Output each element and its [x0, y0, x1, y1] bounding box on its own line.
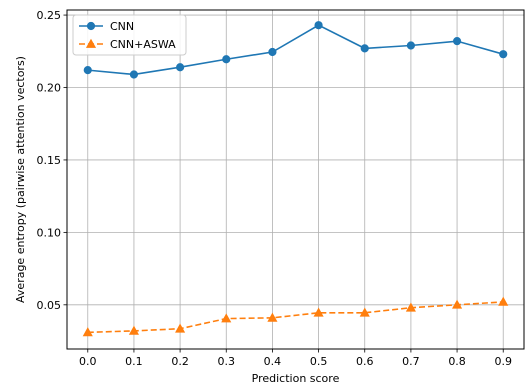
- data-point: [83, 66, 92, 75]
- legend-label-cnn: CNN: [110, 20, 134, 33]
- legend-label-cnn-aswa: CNN+ASWA: [110, 38, 176, 51]
- data-point: [406, 41, 416, 50]
- y-tick-label: 0.15: [37, 154, 62, 167]
- legend-marker-cnn: [86, 21, 96, 31]
- y-tick-label: 0.05: [37, 299, 62, 312]
- data-point: [175, 63, 185, 72]
- x-tick-label: 0.5: [310, 355, 328, 368]
- legend-entry-cnn-aswa: CNN+ASWA: [79, 38, 176, 51]
- y-axis-label: Average entropy (pairwise attention vect…: [14, 56, 27, 303]
- x-tick-label: 0.7: [402, 355, 420, 368]
- plot-frame: [66, 9, 525, 350]
- x-axis-label: Prediction score: [252, 372, 340, 385]
- data-point: [314, 21, 323, 30]
- x-tick-label: 0.6: [356, 355, 374, 368]
- data-point: [267, 312, 278, 322]
- legend-marker-shape: [85, 38, 97, 48]
- series-line: [87, 24, 504, 76]
- data-point: [268, 47, 277, 57]
- data-point: [498, 296, 509, 306]
- data-point: [82, 327, 93, 337]
- data-point: [128, 325, 139, 335]
- legend-box: [72, 14, 187, 56]
- x-tick-label: 0.2: [171, 355, 189, 368]
- legend: CNN CNN+ASWA: [72, 14, 187, 56]
- data-point: [452, 299, 463, 309]
- ticks: 0.0 0.1 0.2 0.3 0.4 0.5 0.6 0.7 0.8 0.9 0.05 0.10 0.…: [37, 9, 512, 368]
- data-point: [499, 50, 508, 59]
- data-point: [405, 302, 416, 312]
- x-tick-label: 0.1: [125, 355, 143, 368]
- data-point: [313, 307, 324, 317]
- legend-marker-cnn-aswa: [85, 38, 97, 48]
- y-tick-label: 0.10: [37, 226, 62, 239]
- x-tick-label: 0.4: [264, 355, 282, 368]
- legend-marker-shape: [86, 21, 96, 31]
- data-point: [222, 55, 231, 64]
- data-point: [452, 37, 462, 46]
- data-point: [129, 70, 139, 79]
- series-line: [87, 301, 504, 334]
- y-tick-label: 0.25: [37, 9, 62, 22]
- y-tick-label: 0.20: [37, 82, 62, 95]
- x-tick-label: 0.9: [494, 355, 512, 368]
- legend-entry-cnn: CNN: [79, 20, 134, 33]
- data-point: [175, 323, 186, 333]
- data-point: [221, 313, 232, 323]
- data-point: [360, 44, 369, 53]
- series-cnn-aswa: [82, 296, 509, 337]
- series-cnn: [83, 21, 508, 79]
- data-point: [359, 307, 370, 317]
- grid: [67, 10, 524, 349]
- x-tick-label: 0.3: [218, 355, 236, 368]
- series-layer: [82, 21, 509, 337]
- x-tick-label: 0.8: [448, 355, 466, 368]
- x-tick-label: 0.0: [79, 355, 97, 368]
